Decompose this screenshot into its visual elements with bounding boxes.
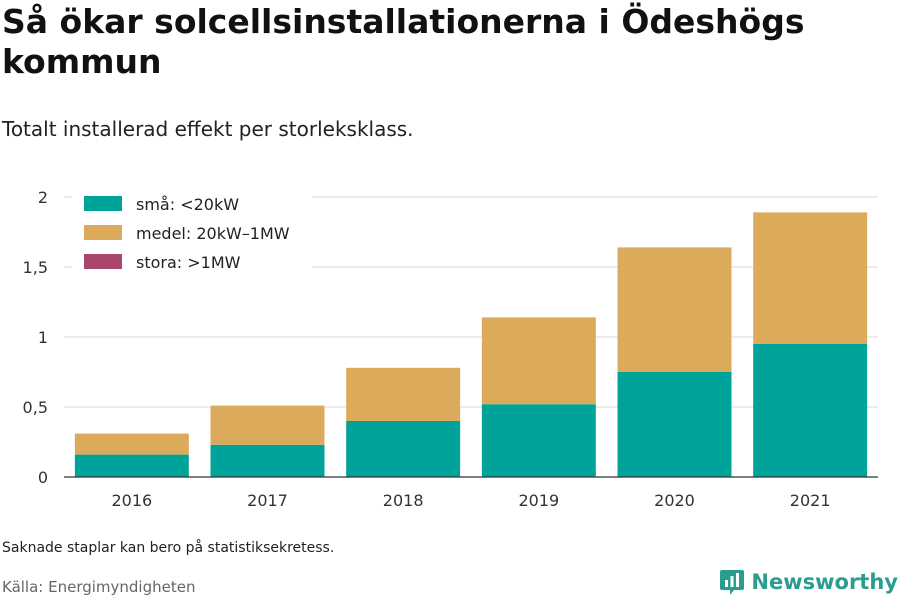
- bar-segment[interactable]: [617, 247, 732, 372]
- y-tick-label: 2: [38, 188, 48, 207]
- bar-segment[interactable]: [481, 404, 596, 477]
- x-tick-label: 2018: [383, 491, 424, 510]
- bar-segment[interactable]: [74, 454, 189, 477]
- footnote: Saknade staplar kan bero på statistiksek…: [2, 540, 335, 556]
- bar-segment[interactable]: [210, 444, 325, 477]
- chart-subtitle: Totalt installerad effekt per storlekskl…: [2, 117, 414, 141]
- source-label: Källa: Energimyndigheten: [2, 578, 196, 596]
- legend-label: medel: 20kW–1MW: [136, 224, 290, 243]
- x-tick-label: 2016: [111, 491, 152, 510]
- stacked-bar-chart: 0 0,5 1 1,5 2 2016 2017 2018 2019 2020 2021 små: <…: [23, 183, 878, 510]
- legend-swatch: [84, 254, 122, 269]
- x-tick-label: 2017: [247, 491, 288, 510]
- bar-segment[interactable]: [74, 433, 189, 455]
- bar-segment[interactable]: [481, 317, 596, 405]
- y-tick-label: 0: [38, 468, 48, 487]
- x-tick-label: 2019: [518, 491, 559, 510]
- newsworthy-logo[interactable]: Newsworthy: [719, 568, 898, 596]
- y-tick-label: 1,5: [23, 258, 48, 277]
- bar-segment[interactable]: [346, 367, 461, 421]
- x-tick-label: 2021: [790, 491, 831, 510]
- brand-name: Newsworthy: [751, 570, 898, 594]
- bar-segment[interactable]: [753, 212, 868, 344]
- chart-title: Så ökar solcellsinstallationerna i Ödesh…: [2, 2, 805, 81]
- y-tick-label: 0,5: [23, 398, 48, 417]
- x-tick-label: 2020: [654, 491, 695, 510]
- newsworthy-chart-icon: [720, 570, 745, 595]
- legend-swatch: [84, 225, 122, 240]
- bar-segment[interactable]: [617, 372, 732, 477]
- legend-label: små: <20kW: [136, 195, 239, 214]
- y-tick-label: 1: [38, 328, 48, 347]
- legend-label: stora: >1MW: [136, 253, 241, 272]
- bar-segment[interactable]: [346, 421, 461, 477]
- legend-swatch: [84, 196, 122, 211]
- bar-segment[interactable]: [753, 344, 868, 477]
- bar-segment[interactable]: [210, 405, 325, 445]
